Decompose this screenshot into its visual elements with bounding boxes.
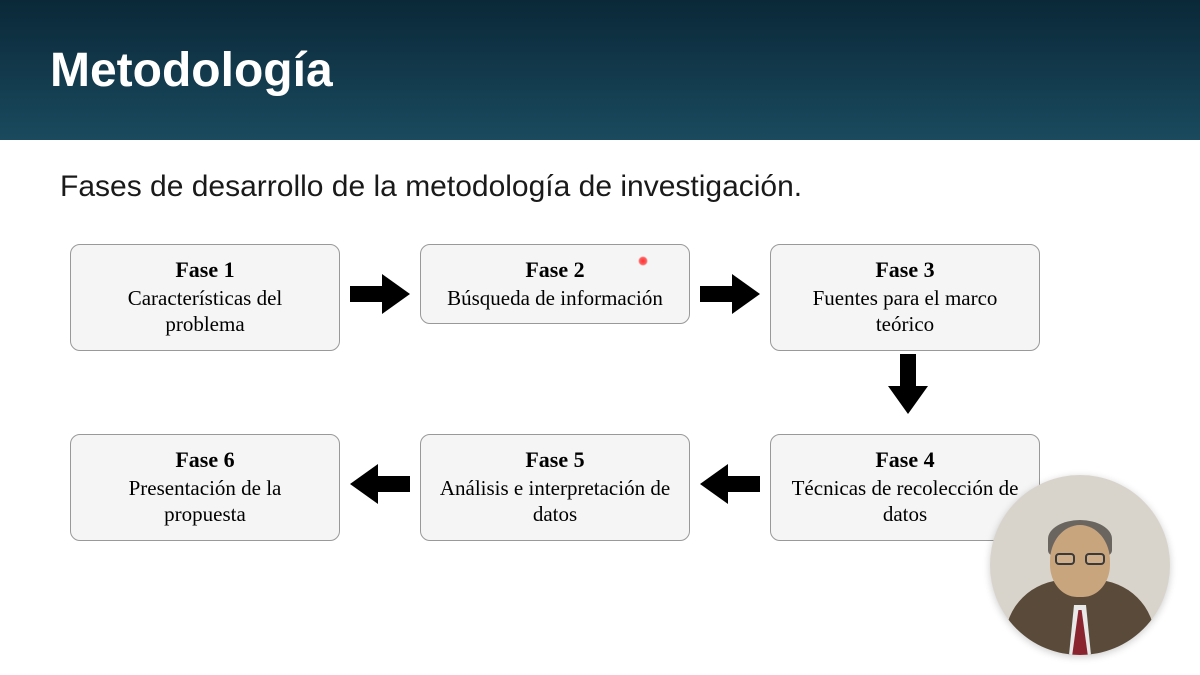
phase-desc: Técnicas de recolección de datos bbox=[789, 475, 1021, 528]
phase-desc: Análisis e interpretación de datos bbox=[439, 475, 671, 528]
phase-desc: Características del problema bbox=[89, 285, 321, 338]
presenter-webcam bbox=[990, 475, 1170, 655]
slide-title: Metodología bbox=[50, 43, 333, 98]
slide-subtitle: Fases de desarrollo de la metodología de… bbox=[60, 170, 1140, 204]
phase-title: Fase 6 bbox=[89, 447, 321, 473]
phase-box-1: Fase 1 Características del problema bbox=[70, 244, 340, 351]
arrow-right-icon bbox=[350, 274, 410, 314]
phase-box-3: Fase 3 Fuentes para el marco teórico bbox=[770, 244, 1040, 351]
phase-title: Fase 5 bbox=[439, 447, 671, 473]
phase-desc: Presentación de la propuesta bbox=[89, 475, 321, 528]
phase-box-5: Fase 5 Análisis e interpretación de dato… bbox=[420, 434, 690, 541]
phase-box-2: Fase 2 Búsqueda de información bbox=[420, 244, 690, 324]
arrow-down-icon bbox=[888, 354, 928, 414]
phase-title: Fase 2 bbox=[439, 257, 671, 283]
phase-title: Fase 1 bbox=[89, 257, 321, 283]
phase-title: Fase 3 bbox=[789, 257, 1021, 283]
presenter-avatar bbox=[1000, 515, 1160, 655]
phase-title: Fase 4 bbox=[789, 447, 1021, 473]
phase-desc: Fuentes para el marco teórico bbox=[789, 285, 1021, 338]
phase-desc: Búsqueda de información bbox=[439, 285, 671, 311]
arrow-left-icon bbox=[350, 464, 410, 504]
arrow-left-icon bbox=[700, 464, 760, 504]
arrow-right-icon bbox=[700, 274, 760, 314]
methodology-flowchart: Fase 1 Características del problema Fase… bbox=[60, 244, 1140, 624]
slide-header: Metodología bbox=[0, 0, 1200, 140]
phase-box-6: Fase 6 Presentación de la propuesta bbox=[70, 434, 340, 541]
laser-pointer-icon bbox=[638, 256, 648, 266]
